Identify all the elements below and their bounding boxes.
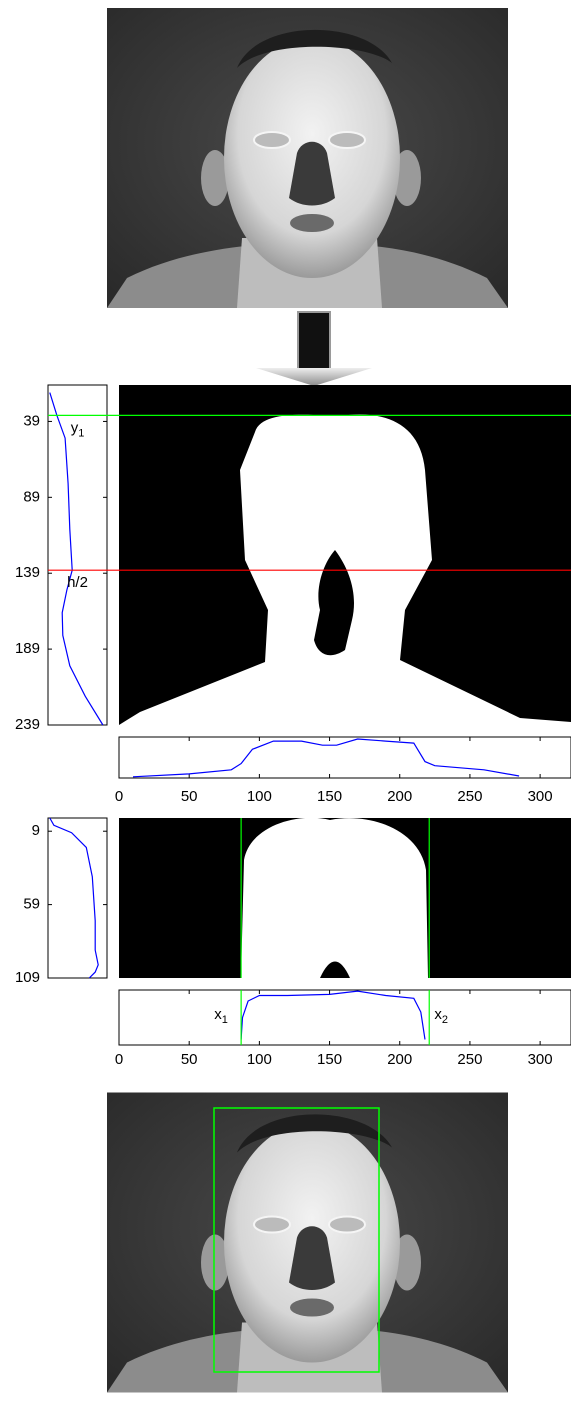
y-tick-label: 59	[23, 896, 40, 913]
x-tick-label: 150	[317, 1051, 342, 1068]
x-tick-label: 250	[457, 788, 482, 805]
arrow-head	[256, 368, 372, 386]
y-tick-label: 109	[15, 969, 40, 986]
binary-mask	[119, 385, 571, 725]
y-tick-label: 89	[23, 488, 40, 505]
marker-label-subscript: 2	[442, 1014, 448, 1026]
thermal-image	[107, 8, 508, 308]
x-tick-label: 200	[387, 788, 412, 805]
x-tick-label: 0	[115, 1051, 123, 1068]
y-tick-label: 189	[15, 640, 40, 657]
figure: 3989139189239050100150200250300y1h/29591…	[0, 0, 571, 1403]
x-tick-label: 100	[247, 788, 272, 805]
x-tick-label: 300	[528, 788, 553, 805]
axes-box	[48, 818, 107, 978]
x-tick-label: 300	[528, 1051, 553, 1068]
y-tick-label: 39	[23, 412, 40, 429]
y-tick-label: 239	[15, 716, 40, 733]
y-tick-label: 9	[32, 822, 40, 839]
x-tick-label: 50	[181, 1051, 198, 1068]
marker-label-text: h/2	[67, 574, 88, 591]
x-tick-label: 150	[317, 788, 342, 805]
x-tick-label: 50	[181, 788, 198, 805]
y-tick-label: 139	[15, 564, 40, 581]
axes-box	[119, 990, 571, 1045]
marker-label-subscript: 1	[222, 1014, 228, 1026]
marker-label: h/2	[67, 574, 88, 591]
marker-label-subscript: 1	[78, 427, 84, 439]
x-tick-label: 250	[457, 1051, 482, 1068]
x-tick-label: 100	[247, 1051, 272, 1068]
x-tick-label: 0	[115, 788, 123, 805]
thermal-image	[107, 1093, 508, 1393]
binary-mask	[119, 818, 571, 978]
x-tick-label: 200	[387, 1051, 412, 1068]
arrow-shaft	[298, 312, 330, 370]
